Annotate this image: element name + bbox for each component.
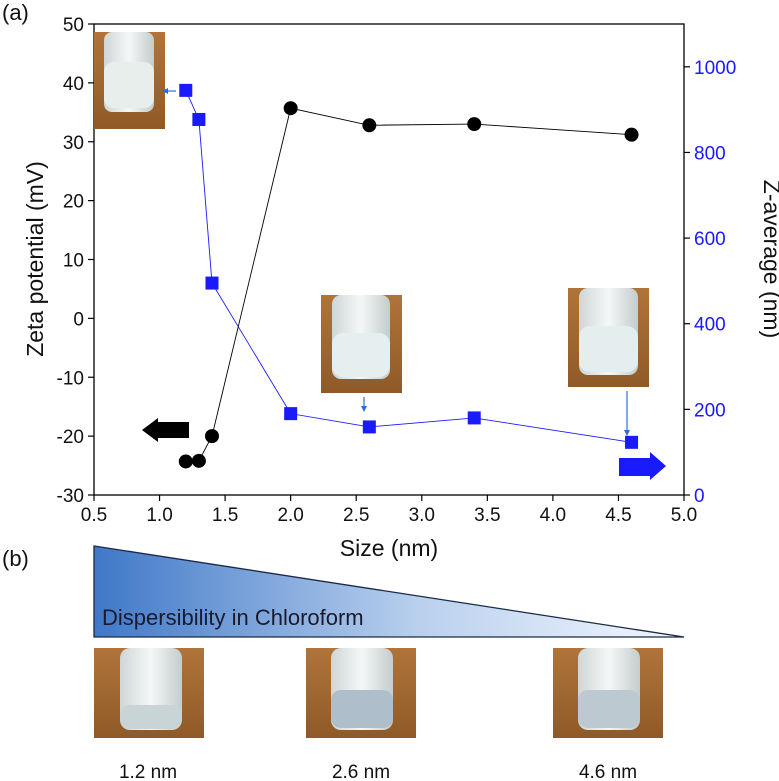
right-y-tick-label: 0 [694,486,705,507]
x-axis: 0.5 1.0 1.5 2.0 2.5 3.0 3.5 4.0 4.5 5.0 [81,495,697,526]
right-y-tick-label: 1000 [694,58,736,79]
right-y-tick-label: 600 [694,229,726,250]
inset-photo-top-left [94,32,165,129]
right-y-tick-label: 400 [694,315,726,336]
series-marks [178,83,639,469]
zaverage-point [362,420,376,434]
zeta-point [178,454,193,469]
vial-label-3: 4.6 nm [579,762,637,781]
left-y-tick-label: -10 [57,368,84,389]
vial-photo-3 [553,648,663,738]
left-y-tick-label: 30 [63,133,84,154]
vial-label-2: 2.6 nm [332,762,390,781]
zaverage-point [284,407,298,421]
x-tick-label: 3.5 [474,505,500,526]
left-y-tick-label: 50 [63,15,84,36]
zaverage-point [192,112,206,126]
left-y-tick-label: -20 [57,427,84,448]
inset-photo-middle [321,295,402,393]
x-tick-label: 2.0 [277,505,303,526]
vial-photo-1 [94,648,204,738]
zaverage-point [205,276,219,290]
left-y-tick-label: 20 [63,192,84,213]
right-y-axis-title: Z-average (nm) [759,180,779,338]
x-tick-label: 1.5 [212,505,238,526]
zeta-point [467,117,482,132]
vial-photo-2 [306,648,416,738]
left-axis-indicator-arrow [142,418,189,442]
left-y-tick-label: 40 [63,74,84,95]
right-y-tick-label: 800 [694,143,726,164]
x-tick-label: 3.0 [409,505,435,526]
photo-pointer-arrows [162,88,630,436]
x-tick-label: 2.5 [343,505,369,526]
panel-label-a: (a) [2,0,29,25]
left-y-tick-label: 0 [73,309,84,330]
zeta-point [624,127,639,142]
left-y-axis-title: Zeta potential (mV) [22,161,48,357]
left-y-tick-label: -30 [57,486,84,507]
x-axis-title: Size (nm) [340,535,438,561]
left-y-tick-label: 10 [63,251,84,272]
zaverage-point [467,411,481,425]
zaverage-point [179,83,193,97]
zeta-point [362,118,377,133]
series-line-1 [185,107,632,462]
x-tick-label: 5.0 [671,505,697,526]
series-lines [185,90,632,462]
x-tick-label: 4.5 [605,505,631,526]
x-tick-label: 4.0 [540,505,566,526]
zeta-point [191,453,206,468]
inset-photo-right [568,288,649,387]
zaverage-point [625,435,639,449]
zeta-point [205,429,219,444]
right-axis-indicator-arrow [619,452,666,480]
left-y-axis: -30 -20 -10 0 10 20 30 40 50 [57,15,94,507]
panel-label-b: (b) [2,546,29,571]
vial-label-1: 1.2 nm [119,762,177,781]
dispersibility-label: Dispersibility in Chloroform [102,605,364,630]
right-y-axis: 0 200 400 600 800 1000 [684,58,736,507]
zeta-point [283,101,298,116]
x-tick-label: 0.5 [81,505,107,526]
x-tick-label: 1.0 [146,505,172,526]
dispersibility-triangle [93,545,685,638]
right-y-tick-label: 200 [694,400,726,421]
